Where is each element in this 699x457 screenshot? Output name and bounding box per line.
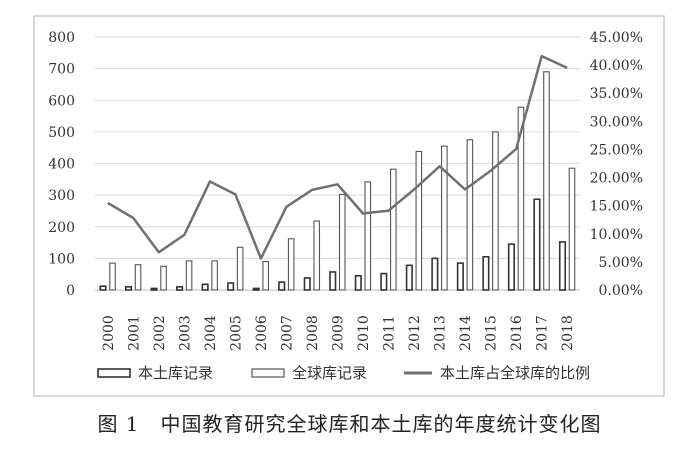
bar-local xyxy=(482,255,490,291)
bar-global xyxy=(236,246,244,291)
bar-global xyxy=(287,238,295,291)
bar-global xyxy=(441,145,448,291)
left-tick-label: 500 xyxy=(48,125,75,141)
bar-local xyxy=(456,262,464,291)
right-tick-label: 35.00% xyxy=(590,86,643,102)
bar-local xyxy=(558,241,567,291)
bar-local xyxy=(431,257,439,291)
grid-layer xyxy=(95,36,580,291)
left-tick-label: 0 xyxy=(66,283,75,299)
legend-label-global: 全球库记录 xyxy=(292,364,367,382)
x-tick-label: 2017 xyxy=(535,315,551,351)
right-tick-label: 10.00% xyxy=(590,227,643,243)
x-tick-label: 2006 xyxy=(254,315,270,351)
x-tick-label: 2011 xyxy=(382,315,398,351)
bar-local xyxy=(507,243,515,291)
bar-layer xyxy=(99,71,576,291)
legend-label-ratio: 本土库占全球库的比例 xyxy=(440,364,590,382)
left-tick-label: 200 xyxy=(48,220,75,236)
left-tick-label: 600 xyxy=(48,93,75,109)
x-tick-label: 2018 xyxy=(560,315,576,351)
right-tick-label: 25.00% xyxy=(590,142,643,158)
bar-local xyxy=(278,281,286,291)
right-tick-label: 20.00% xyxy=(590,171,643,187)
legend-swatch-global xyxy=(251,368,285,378)
bar-local xyxy=(227,282,235,291)
bar-local xyxy=(176,286,184,291)
chart-svg: 0 100 200 300 400 500 600 700 800 0.00% 5.00% 10.00… xyxy=(33,15,665,397)
x-tick-label: 2014 xyxy=(458,315,474,351)
left-tick-label: 300 xyxy=(48,188,75,204)
bar-local xyxy=(329,271,337,291)
bar-local xyxy=(380,272,388,291)
bar-local xyxy=(533,198,541,291)
bar-global xyxy=(313,220,321,291)
x-tick-label: 2005 xyxy=(228,315,244,351)
right-tick-label: 0.00% xyxy=(599,283,643,299)
bar-local xyxy=(124,286,133,291)
chart-frame xyxy=(33,15,665,397)
bar-local xyxy=(150,287,158,291)
bar-local xyxy=(99,285,107,291)
right-tick-label: 45.00% xyxy=(590,30,643,46)
bar-local xyxy=(405,264,413,291)
bar-global xyxy=(517,106,525,291)
bar-global xyxy=(109,262,116,291)
left-tick-label: 700 xyxy=(48,62,75,78)
bar-global xyxy=(415,150,423,291)
bar-local xyxy=(303,277,311,291)
x-tick-label: 2002 xyxy=(152,315,168,351)
bar-local xyxy=(201,283,209,291)
bar-global xyxy=(338,193,346,291)
bar-local xyxy=(252,287,260,291)
legend-label-local: 本土库记录 xyxy=(138,364,213,382)
bar-global xyxy=(390,168,397,291)
bar-global xyxy=(466,139,474,291)
right-tick-label: 5.00% xyxy=(599,255,643,271)
x-tick-label: 2007 xyxy=(279,315,295,351)
bar-global xyxy=(134,264,142,291)
x-tick-label: 2001 xyxy=(126,315,142,351)
left-tick-label: 400 xyxy=(48,157,75,173)
right-tick-label: 30.00% xyxy=(590,114,643,130)
axis-layer: 0 100 200 300 400 500 600 700 800 0.00% 5.00% 10.00… xyxy=(48,30,643,351)
bar-global xyxy=(160,265,167,291)
left-tick-label: 800 xyxy=(48,30,75,46)
x-tick-label: 2003 xyxy=(177,315,193,351)
bar-global xyxy=(262,260,269,291)
bar-global xyxy=(568,167,576,291)
bar-global xyxy=(543,71,550,291)
bar-global xyxy=(211,260,218,291)
left-tick-label: 100 xyxy=(48,251,75,267)
right-tick-label: 15.00% xyxy=(590,199,643,215)
x-tick-label: 2000 xyxy=(101,315,117,351)
bar-global xyxy=(364,181,372,291)
legend: 本土库记录 全球库记录 本土库占全球库的比例 xyxy=(97,364,590,382)
x-tick-label: 2016 xyxy=(509,315,525,351)
bar-global xyxy=(185,260,193,291)
line-layer xyxy=(107,54,568,260)
bar-global xyxy=(492,131,499,291)
x-tick-label: 2013 xyxy=(433,315,449,351)
figure-caption: 图 1 中国教育研究全球库和本土库的年度统计变化图 xyxy=(97,412,602,436)
x-tick-label: 2015 xyxy=(484,315,500,351)
x-tick-label: 2012 xyxy=(407,315,423,351)
x-tick-label: 2010 xyxy=(356,315,372,351)
x-tick-label: 2004 xyxy=(203,315,219,351)
legend-swatch-local xyxy=(97,368,131,378)
bar-local xyxy=(354,274,362,291)
x-tick-label: 2009 xyxy=(331,315,347,351)
x-tick-label: 2008 xyxy=(305,315,321,351)
right-tick-label: 40.00% xyxy=(590,58,643,74)
